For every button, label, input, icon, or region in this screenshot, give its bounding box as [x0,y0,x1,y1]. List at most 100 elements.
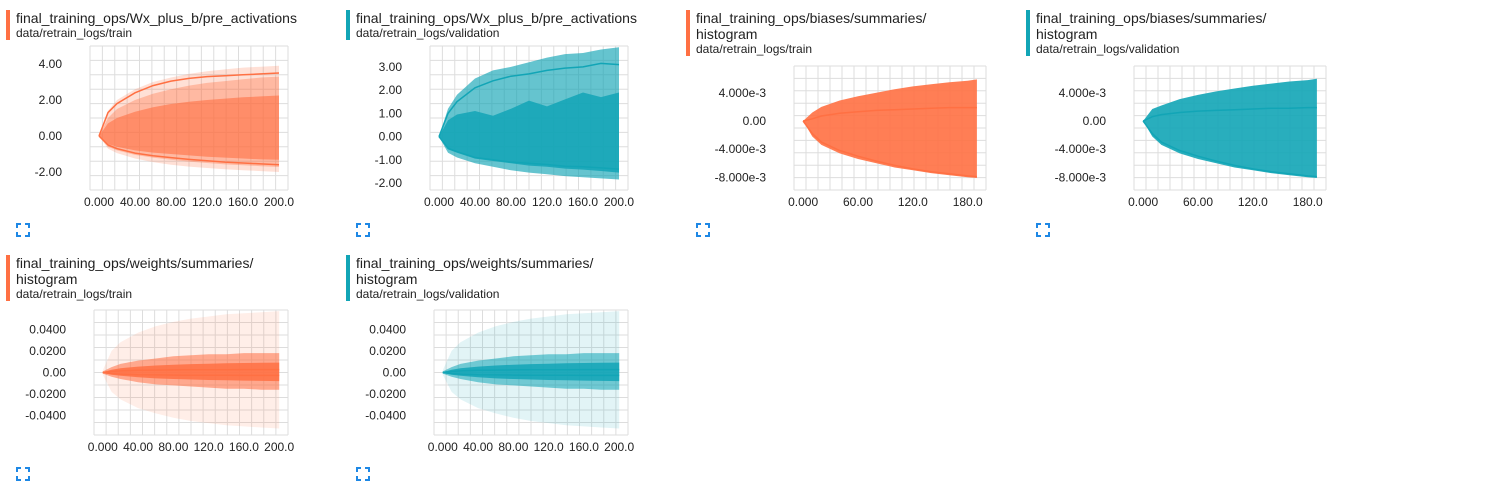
y-tick-label: 4.00 [39,57,63,71]
percentile-line [98,135,280,166]
chart-title: final_training_ops/biases/summaries/ his… [1036,10,1267,42]
x-tick-label: 40.00 [463,440,493,454]
distribution-band [439,92,619,173]
histogram-chart: 0.000 40.00 80.00 120.0 160.0 200.0 0.0400 0.02… [365,309,635,454]
distribution-band [102,362,280,382]
distribution-band [442,362,620,382]
expand-icon-glyph [356,223,370,237]
distribution-band [1143,78,1317,178]
percentile-line [442,368,620,374]
y-tick-label: 0.00 [43,366,67,380]
histogram-chart: 0.000 60.00 120.0 180.0 4.000e-3 0.00 -4.000e-… [1055,65,1327,209]
y-tick-label: -1.00 [375,153,403,167]
y-tick-label: 0.0400 [369,322,406,336]
x-tick-label: 200.0 [264,195,294,209]
x-tick-label: 60.00 [843,195,873,209]
x-tick-label: 160.0 [228,195,258,209]
x-tick-label: 0.000 [84,195,114,209]
y-tick-label: 0.0200 [29,344,66,358]
y-tick-label: 0.00 [39,129,63,143]
percentile-line [1142,120,1317,178]
y-tick-label: 1.00 [379,106,403,120]
y-tick-label: 2.00 [39,93,63,107]
x-tick-label: 0.000 [788,195,818,209]
y-tick-label: -0.0200 [365,387,406,401]
percentile-line [98,72,280,137]
percentile-line [802,120,977,178]
histogram-chart: 0.000 40.00 80.00 120.0 160.0 200.0 3.00 2.00 1.… [375,45,634,209]
chart-title: final_training_ops/weights/summaries/ hi… [16,255,254,287]
x-tick-label: 0.000 [88,440,118,454]
percentile-line [102,368,280,374]
x-tick-label: 40.00 [123,440,153,454]
x-tick-label: 120.0 [1238,195,1268,209]
y-tick-label: 0.00 [1083,114,1107,128]
percentile-line [438,62,620,137]
y-tick-label: -0.0200 [25,387,66,401]
x-tick-label: 160.0 [569,440,599,454]
x-tick-label: 200.0 [604,440,634,454]
chart-card: final_training_ops/weights/summaries/ hi… [340,245,660,485]
y-tick-label: 2.00 [379,83,403,97]
x-tick-label: 120.0 [534,440,564,454]
x-tick-label: 60.00 [1183,195,1213,209]
chart-title: final_training_ops/Wx_plus_b/pre_activat… [16,10,297,26]
x-tick-label: 0.000 [1128,195,1158,209]
chart-card: final_training_ops/Wx_plus_b/pre_activat… [340,0,660,240]
y-tick-label: -4.000e-3 [715,142,767,156]
x-tick-label: 180.0 [953,195,983,209]
expand-icon[interactable] [356,223,370,237]
y-tick-label: 0.0200 [369,344,406,358]
y-tick-label: -0.0400 [25,409,66,423]
percentile-line [1142,106,1317,122]
expand-icon[interactable] [16,223,30,237]
x-tick-label: 40.00 [120,195,150,209]
y-tick-label: -0.0400 [365,409,406,423]
expand-icon-glyph [16,467,30,481]
expand-icon[interactable] [356,467,370,481]
expand-icon[interactable] [1036,223,1050,237]
x-tick-label: 120.0 [532,195,562,209]
x-tick-label: 180.0 [1293,195,1323,209]
run-label: data/retrain_logs/train [16,26,133,40]
x-tick-label: 200.0 [264,440,294,454]
expand-icon-glyph [1036,223,1050,237]
histogram-chart: 0.000 40.00 80.00 120.0 160.0 200.0 4.00 2.00 0.… [35,45,294,209]
expand-icon[interactable] [696,223,710,237]
y-tick-label: -8.000e-3 [1055,170,1107,184]
expand-icon[interactable] [16,467,30,481]
expand-icon-glyph [16,223,30,237]
percentile-line [102,371,280,377]
histogram-chart: 0.000 40.00 80.00 120.0 160.0 200.0 0.0400 0.02… [25,309,295,454]
x-tick-label: 160.0 [568,195,598,209]
x-tick-label: 80.00 [498,440,528,454]
chart-title: final_training_ops/Wx_plus_b/pre_activat… [356,10,637,26]
run-label: data/retrain_logs/validation [356,26,500,40]
run-label: data/retrain_logs/validation [356,287,500,301]
y-tick-label: 4.000e-3 [719,86,767,100]
y-tick-label: -8.000e-3 [715,170,767,184]
chart-title: final_training_ops/biases/summaries/ his… [696,10,927,42]
distribution-band [803,79,977,178]
percentile-line [802,106,977,122]
card-header: final_training_ops/Wx_plus_b/pre_activat… [6,10,297,40]
card-header: final_training_ops/biases/summaries/ his… [1026,10,1266,56]
x-tick-label: 80.00 [156,195,186,209]
x-tick-label: 0.000 [428,440,458,454]
chart-title: final_training_ops/weights/summaries/ hi… [356,255,594,287]
y-tick-label: -2.00 [35,165,63,179]
card-header: final_training_ops/weights/summaries/ hi… [346,255,593,301]
x-tick-label: 80.00 [496,195,526,209]
card-header: final_training_ops/weights/summaries/ hi… [6,255,253,301]
run-label: data/retrain_logs/train [16,287,133,301]
x-tick-label: 80.00 [158,440,188,454]
x-tick-label: 160.0 [229,440,259,454]
y-tick-label: 0.00 [743,114,767,128]
x-tick-label: 120.0 [192,195,222,209]
run-label: data/retrain_logs/train [696,42,813,56]
card-header: final_training_ops/Wx_plus_b/pre_activat… [346,10,637,40]
expand-icon-glyph [356,467,370,481]
y-tick-label: -2.00 [375,176,403,190]
y-tick-label: 0.00 [379,130,403,144]
chart-card: final_training_ops/Wx_plus_b/pre_activat… [0,0,320,240]
